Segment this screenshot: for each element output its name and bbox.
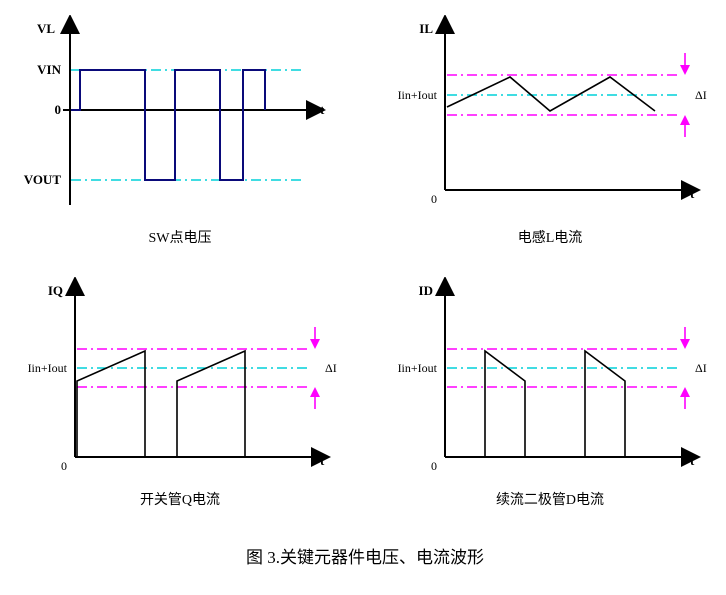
iq-zero-label: 0 <box>61 459 67 473</box>
id-sublabel: 续流二极管D电流 <box>385 489 715 509</box>
panel-iq: IQ t Iin+Iout ΔI 0 开关管Q电流 <box>15 277 345 509</box>
vl-yaxis-label: VL <box>37 21 55 36</box>
panel-il: IL t Iin+Iout ΔI 0 电感L电流 <box>385 15 715 247</box>
il-delta-label: ΔI <box>695 88 707 102</box>
il-left-label: Iin+Iout <box>398 88 438 102</box>
vl-sublabel: SW点电压 <box>15 227 345 247</box>
iq-delta-label: ΔI <box>325 361 337 375</box>
id-delta-label: ΔI <box>695 361 707 375</box>
il-xaxis-label: t <box>690 186 695 201</box>
figure-caption: 图 3.关键元器件电压、电流波形 <box>15 539 715 568</box>
panel-il-svg: IL t Iin+Iout ΔI 0 <box>385 15 715 225</box>
panel-id: ID t Iin+Iout ΔI 0 续流二极管D电流 <box>385 277 715 509</box>
iq-yaxis-label: IQ <box>48 283 63 298</box>
panel-iq-svg: IQ t Iin+Iout ΔI 0 <box>15 277 345 487</box>
vl-vin-label: VIN <box>37 62 61 77</box>
vl-vout-label: VOUT <box>24 172 62 187</box>
iq-left-label: Iin+Iout <box>28 361 68 375</box>
figure-grid: VL t VIN 0 VOUT SW点电压 <box>15 15 711 568</box>
il-zero-label: 0 <box>431 192 437 206</box>
il-yaxis-label: IL <box>419 21 433 36</box>
id-left-label: Iin+Iout <box>398 361 438 375</box>
panel-id-svg: ID t Iin+Iout ΔI 0 <box>385 277 715 487</box>
panel-vl-svg: VL t VIN 0 VOUT <box>15 15 335 225</box>
vl-zero-label: 0 <box>55 102 62 117</box>
panel-vl: VL t VIN 0 VOUT SW点电压 <box>15 15 345 247</box>
il-sublabel: 电感L电流 <box>385 227 715 247</box>
iq-xaxis-label: t <box>320 453 325 468</box>
id-zero-label: 0 <box>431 459 437 473</box>
id-yaxis-label: ID <box>419 283 433 298</box>
iq-sublabel: 开关管Q电流 <box>15 489 345 509</box>
id-xaxis-label: t <box>690 453 695 468</box>
vl-xaxis-label: t <box>320 102 325 117</box>
